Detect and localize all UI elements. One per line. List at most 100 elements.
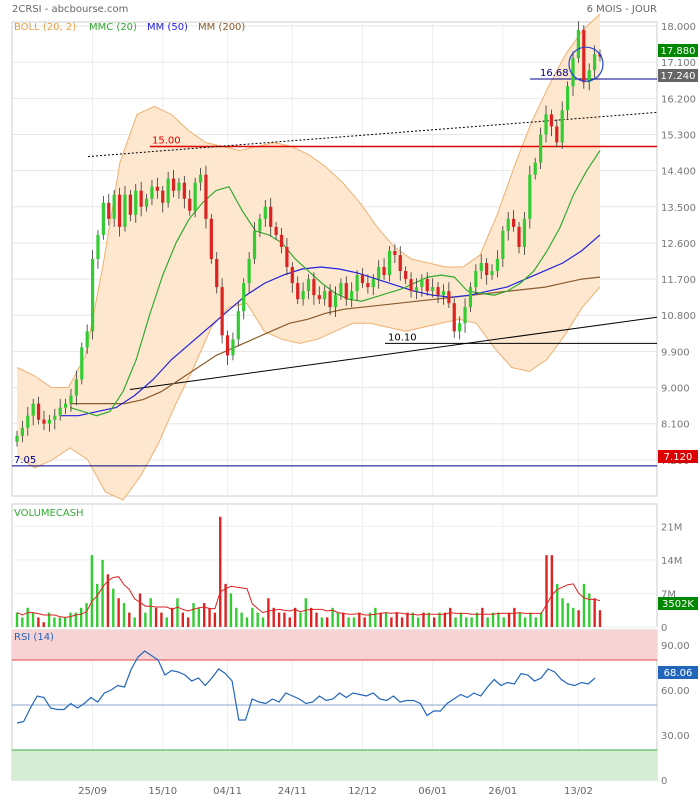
annotation-labels: 15.00 16.68 10.10 7.05 bbox=[14, 46, 604, 466]
candle-body bbox=[490, 271, 494, 276]
volume-average-line bbox=[16, 576, 601, 618]
volume-bar bbox=[154, 607, 158, 627]
candle-body bbox=[387, 250, 392, 276]
candle-body bbox=[544, 114, 548, 135]
candle-body bbox=[425, 279, 429, 292]
candle-body bbox=[42, 419, 46, 424]
volume-bar bbox=[523, 617, 527, 627]
volume-bar bbox=[235, 607, 238, 627]
svg-text:3502K: 3502K bbox=[662, 599, 694, 610]
volume-bar bbox=[577, 610, 580, 627]
candle-body bbox=[436, 287, 440, 296]
candle-body bbox=[96, 234, 100, 259]
volume-bar bbox=[106, 574, 110, 627]
candle-body bbox=[225, 335, 230, 356]
volume-bar bbox=[572, 607, 575, 627]
candle-body bbox=[398, 254, 402, 272]
volume-bar bbox=[283, 612, 286, 627]
price-badge-last: 17.240 bbox=[658, 69, 698, 82]
rsi-pane bbox=[12, 630, 657, 780]
rising-trendline bbox=[129, 316, 658, 391]
volume-bar bbox=[395, 612, 398, 627]
volume-bar bbox=[459, 612, 463, 627]
candle-body bbox=[317, 295, 321, 300]
x-tick-label: 13/02 bbox=[564, 786, 593, 797]
volume-bar bbox=[197, 607, 201, 627]
volume-bar bbox=[433, 617, 436, 627]
candle-body bbox=[150, 186, 154, 199]
candle-body bbox=[582, 30, 586, 83]
volume-bar bbox=[465, 617, 468, 627]
candle-body bbox=[393, 250, 397, 255]
volume-bar bbox=[31, 612, 35, 627]
candle-body bbox=[236, 311, 240, 340]
highlight-circle bbox=[568, 46, 604, 82]
volume-bar bbox=[288, 617, 291, 627]
volume-bar bbox=[245, 617, 249, 627]
candle-body bbox=[355, 275, 359, 292]
candle-body bbox=[382, 267, 386, 276]
candle-body bbox=[263, 206, 267, 219]
volume-bar bbox=[149, 598, 152, 627]
label-15: 15.00 bbox=[152, 136, 181, 147]
volume-bar bbox=[122, 603, 126, 627]
candle-body bbox=[533, 162, 537, 175]
volume-bar bbox=[561, 598, 564, 627]
svg-text:7.120: 7.120 bbox=[664, 452, 693, 463]
candle-body bbox=[404, 271, 408, 280]
rsi-tick-label: 90.00 bbox=[661, 641, 690, 652]
candle-body bbox=[431, 287, 435, 292]
volume-bar bbox=[170, 607, 174, 627]
volume-bar bbox=[213, 612, 217, 627]
label-1010: 10.10 bbox=[388, 332, 417, 343]
volume-bar bbox=[342, 612, 345, 627]
candle-body bbox=[220, 287, 224, 336]
candle-body bbox=[323, 291, 327, 300]
legend-mmc20: MMC (20) bbox=[89, 22, 137, 33]
candle-body bbox=[193, 182, 197, 211]
candle-body bbox=[458, 323, 462, 332]
candle-body bbox=[134, 190, 138, 215]
candle-body bbox=[204, 174, 208, 219]
candle-body bbox=[20, 427, 25, 436]
candle-body bbox=[85, 331, 89, 348]
volume-bar bbox=[438, 612, 441, 627]
candle-body bbox=[452, 303, 456, 332]
volume-bar bbox=[588, 593, 591, 627]
volume-bar bbox=[502, 617, 505, 627]
candle-body bbox=[258, 218, 262, 231]
candle-body bbox=[344, 283, 348, 300]
candle-body bbox=[512, 218, 516, 227]
mm200-line bbox=[70, 276, 601, 405]
volume-bar bbox=[79, 607, 83, 627]
volume-bar bbox=[374, 607, 377, 627]
volume-bar bbox=[63, 617, 67, 627]
candle-body bbox=[328, 291, 332, 308]
candle-body bbox=[63, 403, 68, 408]
svg-text:68.06: 68.06 bbox=[664, 668, 693, 679]
volume-bar bbox=[486, 617, 489, 627]
candle-body bbox=[560, 110, 564, 143]
candle-body bbox=[506, 218, 510, 231]
candle-body bbox=[587, 70, 591, 83]
annotation-lines bbox=[12, 78, 658, 467]
candle-body bbox=[188, 198, 192, 211]
candle-body bbox=[215, 259, 219, 288]
volume-bar bbox=[176, 598, 179, 627]
volume-bar bbox=[101, 559, 104, 627]
candle-body bbox=[69, 395, 73, 404]
volume-bar bbox=[267, 598, 270, 627]
volume-bar bbox=[384, 612, 388, 627]
dotted-trendline bbox=[87, 111, 658, 158]
volume-bar bbox=[85, 603, 88, 627]
volume-bar bbox=[598, 610, 602, 627]
volume-bar bbox=[309, 607, 313, 627]
volume-bar bbox=[545, 555, 548, 627]
candle-body bbox=[274, 226, 278, 235]
candle-body bbox=[74, 379, 78, 396]
candle-body bbox=[371, 279, 375, 288]
volume-bar bbox=[481, 607, 484, 627]
volume-bar bbox=[261, 617, 265, 627]
candle-body bbox=[576, 30, 581, 59]
volume-bar bbox=[192, 603, 195, 627]
